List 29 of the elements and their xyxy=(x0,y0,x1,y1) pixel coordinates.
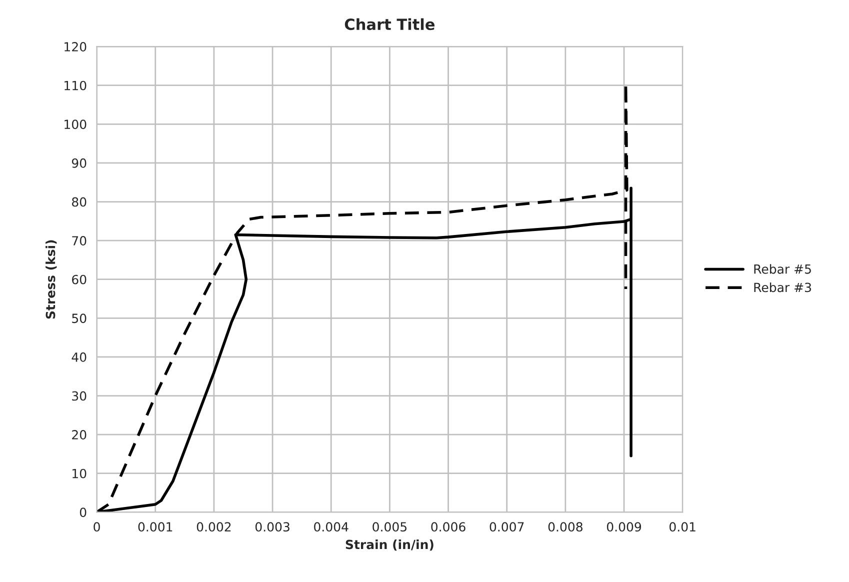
x-tick-label: 0.008 xyxy=(548,522,582,532)
x-tick-label: 0.002 xyxy=(196,522,231,532)
y-tick-label: 90 xyxy=(72,158,86,168)
x-tick-label: 0.007 xyxy=(490,522,524,532)
y-tick-label: 60 xyxy=(72,274,86,284)
y-tick-label: 40 xyxy=(72,352,86,362)
legend-label: Rebar #3 xyxy=(754,282,812,292)
y-tick-label: 80 xyxy=(72,197,86,207)
x-tick-label: 0.009 xyxy=(606,522,642,532)
y-tick-label: 100 xyxy=(64,120,86,130)
x-tick-label: 0.005 xyxy=(372,522,406,532)
y-tick-label: 50 xyxy=(72,314,86,324)
y-tick-label: 10 xyxy=(72,468,86,478)
legend-label: Rebar #5 xyxy=(754,264,811,274)
x-tick-label: 0 xyxy=(94,522,100,532)
y-tick-label: 0 xyxy=(80,508,86,518)
x-tick-label: 0.006 xyxy=(431,522,466,532)
x-tick-label: 0.001 xyxy=(138,522,172,532)
y-tick-label: 30 xyxy=(72,391,86,401)
x-tick-label: 0.003 xyxy=(255,522,290,532)
y-tick-label: 110 xyxy=(64,80,86,90)
y-tick-label: 120 xyxy=(64,42,86,52)
chart-title: Chart Title xyxy=(344,18,435,30)
y-tick-label: 20 xyxy=(72,430,86,440)
x-tick-label: 0.01 xyxy=(670,522,696,532)
x-tick-label: 0.004 xyxy=(314,522,348,532)
y-axis-title: Stress (ksi) xyxy=(46,240,57,319)
y-tick-label: 70 xyxy=(72,236,86,246)
x-axis-title: Strain (in/in) xyxy=(346,540,434,551)
